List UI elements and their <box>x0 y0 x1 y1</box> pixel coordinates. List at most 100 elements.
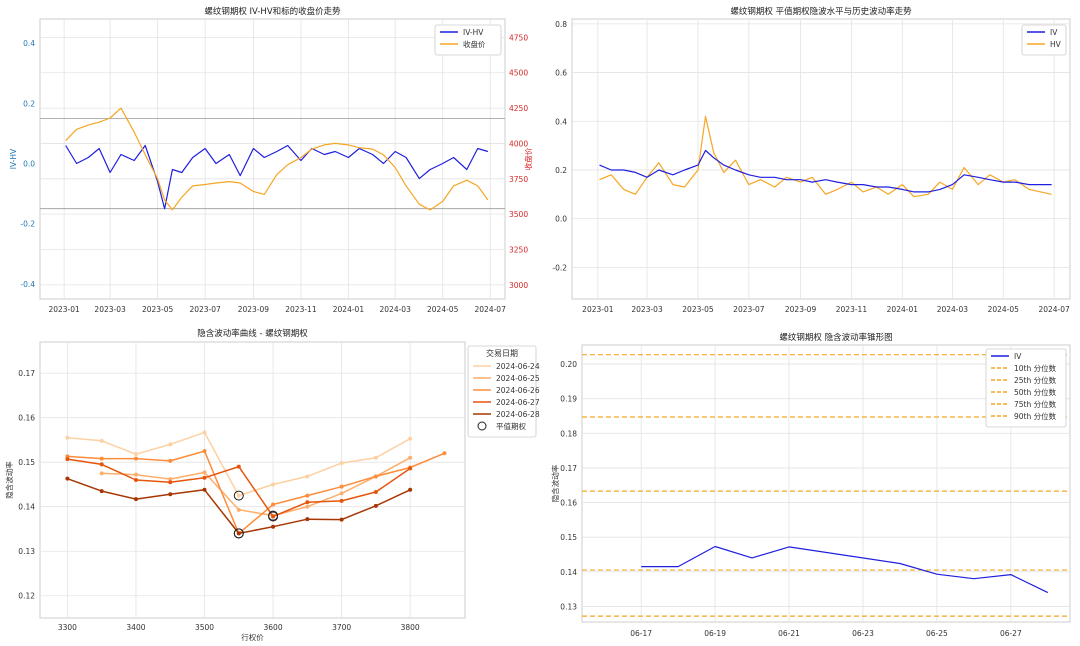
smile-point <box>133 497 138 502</box>
x-tick-label: 06-25 <box>926 629 948 638</box>
smile-point <box>202 449 207 454</box>
x-tick-label: 2024-05 <box>988 305 1020 314</box>
y2-axis-label: 收盘价 <box>523 147 533 170</box>
smile-point <box>133 452 138 457</box>
atm-marker <box>233 528 244 539</box>
legend-label: 2024-06-24 <box>496 362 540 371</box>
legend-entry: 50th 分位数 <box>991 387 1057 397</box>
right-tick-label: 4750 <box>509 33 528 42</box>
legend-entry: 2024-06-25 <box>473 374 540 383</box>
smile-point <box>305 500 310 505</box>
smile-point <box>271 482 276 487</box>
legend-label: IV <box>1050 28 1058 37</box>
x-tick-label: 2024-01 <box>887 305 919 314</box>
y-tick-label: 0.17 <box>560 464 577 473</box>
x-axis-label: 行权价 <box>241 632 264 642</box>
right-tick-label: 4500 <box>509 69 528 78</box>
y-tick-label: 0.2 <box>555 166 567 175</box>
smile-point <box>373 503 378 508</box>
smile-point <box>442 451 447 456</box>
legend-label: 25th 分位数 <box>1014 375 1057 385</box>
series-line-hv <box>599 115 1052 198</box>
x-tick-label: 3700 <box>332 623 351 632</box>
smile-point <box>65 435 70 440</box>
series-line-iv <box>599 149 1052 193</box>
x-tick-label: 06-23 <box>852 629 874 638</box>
x-tick-label: 2023-07 <box>733 305 765 314</box>
legend-entry: HV <box>1027 40 1062 49</box>
smile-point <box>339 484 344 489</box>
legend-label: HV <box>1050 40 1062 49</box>
plot-frame <box>581 344 1071 623</box>
x-tick-label: 06-27 <box>1000 629 1022 638</box>
y-tick-label: 0.17 <box>18 369 35 378</box>
x-tick-label: 3300 <box>58 623 77 632</box>
smile-point <box>236 531 241 536</box>
x-tick-label: 2024-01 <box>333 305 365 314</box>
smile-point <box>271 502 276 507</box>
y-tick-label: 0.8 <box>555 20 567 29</box>
y-tick-label: 0.4 <box>555 117 567 126</box>
x-tick-label: 2023-05 <box>142 305 174 314</box>
atm-iv-vs-hv-chart: -0.2 0.0 0.2 0.4 0.6 0.8 2023-01 2023-03 2023-05… <box>552 6 1071 314</box>
legend-marker <box>477 421 487 431</box>
x-tick-label: 2023-03 <box>631 305 663 314</box>
smile-point <box>99 462 104 467</box>
y-axis-label: 隐含波动率 <box>550 464 560 502</box>
left-tick-label: 0.0 <box>23 160 35 169</box>
y-tick-label: 0.0 <box>555 215 567 224</box>
y-tick-label: 0.12 <box>18 592 35 601</box>
series-line-close-price <box>65 107 489 211</box>
smile-point <box>236 493 241 498</box>
chart-title: 隐含波动率曲线 - 螺纹钢期权 <box>197 328 308 339</box>
legend-label: 75th 分位数 <box>1014 399 1057 409</box>
x-tick-label: 2023-11 <box>836 305 868 314</box>
left-tick-label: 0.4 <box>23 39 35 48</box>
y-tick-label: 0.14 <box>18 503 35 512</box>
x-tick-label: 3600 <box>264 623 283 632</box>
right-tick-label: 3750 <box>509 175 528 184</box>
smile-point <box>202 430 207 435</box>
y-tick-label: 0.6 <box>555 69 567 78</box>
smile-point <box>99 456 104 461</box>
legend-entry: 2024-06-24 <box>473 362 540 371</box>
smile-point <box>202 487 207 492</box>
smile-point <box>271 514 276 519</box>
x-tick-label: 2023-07 <box>189 305 221 314</box>
x-tick-label: 06-21 <box>778 629 800 638</box>
left-tick-label: -0.4 <box>20 280 35 289</box>
x-tick-label: 2023-01 <box>48 305 80 314</box>
legend-label: 2024-06-28 <box>496 410 540 419</box>
iv-cone-chart: 0.13 0.14 0.15 0.16 0.17 0.18 0.19 0.20 06-17 06-… <box>550 332 1071 638</box>
smile-point <box>408 455 413 460</box>
smile-point <box>168 477 173 482</box>
smile-point <box>99 489 104 494</box>
smile-line-2024-06-26 <box>67 450 445 535</box>
y-tick-label: 0.13 <box>18 547 35 556</box>
smile-point <box>133 456 138 461</box>
x-tick-label: 2024-07 <box>475 305 507 314</box>
smile-point <box>305 504 310 509</box>
x-tick-label: 2023-03 <box>94 305 126 314</box>
legend-label: IV-HV <box>463 28 484 37</box>
atm-marker <box>268 511 279 522</box>
y-tick-label: 0.14 <box>560 568 577 577</box>
x-tick-label: 2023-09 <box>238 305 270 314</box>
smile-point <box>236 507 241 512</box>
smile-point <box>168 492 173 497</box>
y-tick-label: 0.20 <box>560 360 577 369</box>
legend-entry: 10th 分位数 <box>991 363 1057 373</box>
smile-point <box>408 436 413 441</box>
legend-entry: IV-HV <box>440 28 484 37</box>
chart-title: 螺纹钢期权 隐含波动率锥形图 <box>779 332 892 343</box>
smile-point <box>65 457 70 462</box>
y-tick-label: 0.18 <box>560 429 577 438</box>
y-tick-label: 0.15 <box>560 533 577 542</box>
iv-hv-close-price-chart: 3000 3250 3500 3750 4000 4250 4500 4750 2023-01 2… <box>9 6 533 314</box>
legend-label: IV <box>1014 352 1022 361</box>
legend-entry: 2024-06-26 <box>473 386 540 395</box>
smile-point <box>373 490 378 495</box>
series-line-iv-hv <box>65 144 489 210</box>
y-tick-label: 0.16 <box>560 499 577 508</box>
